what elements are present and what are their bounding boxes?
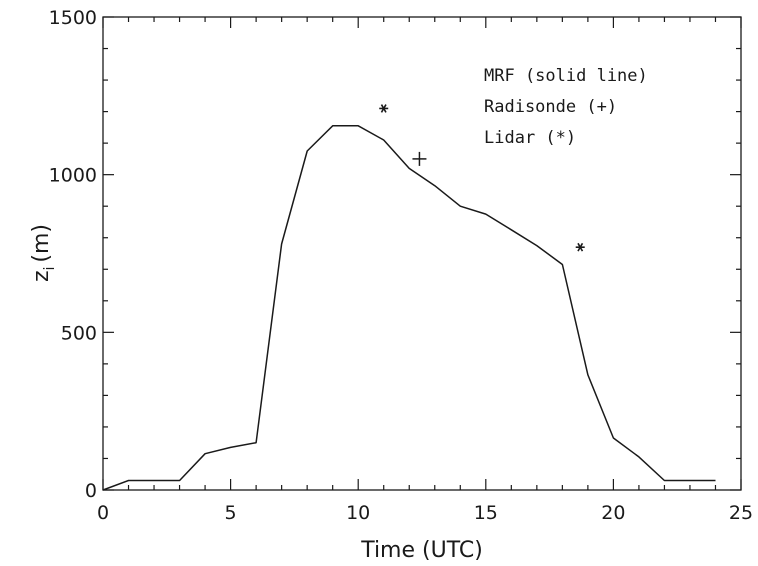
y-axis-title-subscript: i: [42, 267, 58, 271]
series-layer: [102, 104, 716, 491]
x-tick-label: 10: [346, 502, 370, 524]
y-tick-label: 0: [85, 480, 97, 502]
x-tick-label: 25: [729, 502, 753, 524]
x-tick-label: 20: [601, 502, 625, 524]
legend-entry-radiosonde: Radisonde (+): [484, 97, 617, 117]
y-tick-label: 500: [61, 322, 97, 344]
x-tick-label: 15: [474, 502, 498, 524]
plot-frame: [102, 16, 742, 491]
x-tick-label: 5: [225, 502, 237, 524]
legend-entry-lidar: Lidar (*): [484, 128, 576, 148]
lidar-point: [575, 242, 585, 252]
x-tick-label: 0: [97, 502, 109, 524]
legend-entry-mrf: MRF (solid line): [484, 66, 648, 86]
y-tick-label: 1000: [49, 165, 97, 187]
y-axis-title-symbol: z: [29, 270, 54, 282]
y-axis-title: zi (m): [29, 224, 58, 282]
legend: MRF (solid line) Radisonde (+) Lidar (*): [484, 66, 648, 148]
y-axis-title-unit: (m): [29, 224, 54, 263]
axis-ticks: [102, 16, 742, 491]
y-tick-label: 1500: [49, 7, 97, 29]
radiosonde-point: [412, 151, 427, 166]
tick-labels: 0 5 10 15 20 25 0 500 1000 1500: [49, 7, 753, 524]
series-line-mrf: [102, 125, 716, 491]
x-axis-title: Time (UTC): [360, 538, 483, 563]
lidar-point: [379, 104, 389, 113]
